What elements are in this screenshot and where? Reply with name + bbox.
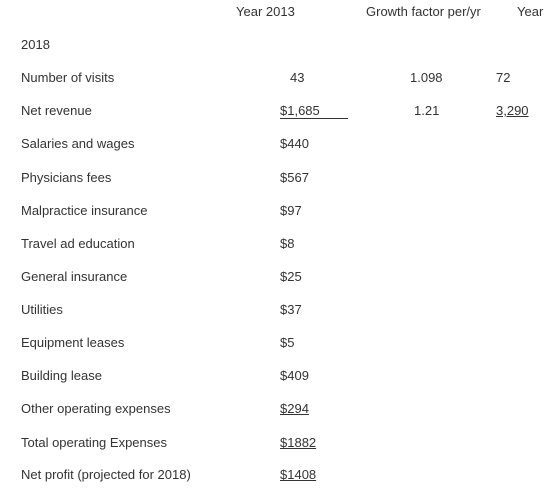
net-profit-2013: $1408 — [280, 467, 317, 482]
net-revenue-growth: 1.21 — [414, 103, 440, 118]
net-revenue-2018: 3,290 — [496, 103, 529, 118]
header-year-2018-wrap: 2018 — [21, 37, 50, 52]
row-label-other-operating: Other operating expenses — [21, 401, 171, 416]
row-label-salaries: Salaries and wages — [21, 136, 135, 151]
net-revenue-2013: $1,685 — [280, 103, 348, 119]
row-label-building-lease: Building lease — [21, 368, 102, 383]
row-label-utilities: Utilities — [21, 302, 63, 317]
header-growth-factor: Growth factor per/yr — [366, 4, 481, 19]
malpractice-2013: $97 — [280, 203, 302, 218]
total-operating-2013: $1882 — [280, 435, 317, 450]
physicians-fees-2013: $567 — [280, 170, 309, 185]
other-operating-2013: $294 — [280, 401, 309, 416]
visits-2013: 43 — [290, 70, 305, 85]
header-year-2013: Year 2013 — [236, 4, 295, 19]
general-insurance-2013: $25 — [280, 269, 302, 284]
row-label-general-insurance: General insurance — [21, 269, 128, 284]
travel-2013: $8 — [280, 236, 295, 251]
net-revenue-2013-value: $1,685 — [280, 104, 348, 119]
row-label-equipment-leases: Equipment leases — [21, 335, 125, 350]
building-lease-2013: $409 — [280, 368, 309, 383]
row-label-visits: Number of visits — [21, 70, 115, 85]
row-label-total-operating: Total operating Expenses — [21, 435, 167, 450]
visits-2018: 72 — [496, 70, 511, 85]
row-label-net-revenue: Net revenue — [21, 103, 92, 118]
header-year-2018: Year — [517, 4, 544, 19]
row-label-malpractice: Malpractice insurance — [21, 203, 148, 218]
row-label-physicians-fees: Physicians fees — [21, 170, 112, 185]
visits-growth: 1.098 — [410, 70, 443, 85]
row-label-travel: Travel ad education — [21, 236, 135, 251]
salaries-2013: $440 — [280, 136, 309, 151]
row-label-net-profit: Net profit (projected for 2018) — [21, 467, 191, 482]
utilities-2013: $37 — [280, 302, 302, 317]
equipment-leases-2013: $5 — [280, 335, 295, 350]
